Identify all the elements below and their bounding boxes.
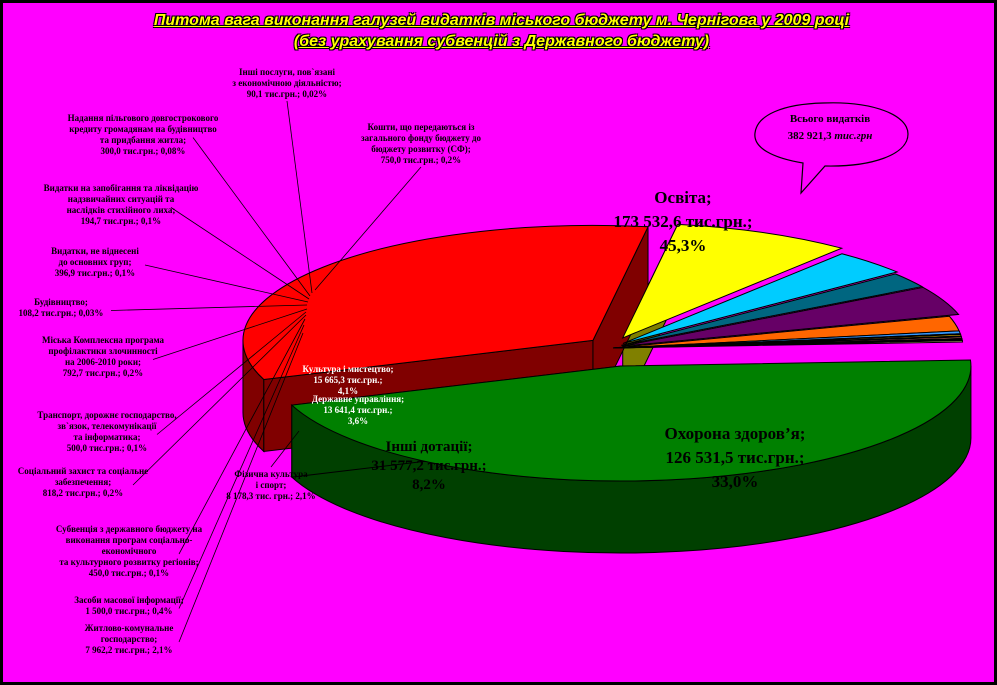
pie-chart: Освіта; 173 532,6 тис.грн.; 45,3% Охорона з… <box>18 67 972 655</box>
leader-line <box>192 137 311 297</box>
pie-slice <box>621 273 924 346</box>
slice-label-health: Охорона здоров’я; 126 531,5 тис.грн.; 33,0… <box>665 424 806 491</box>
slice-label-outside: Кошти, що передаються із загального фонду… <box>361 122 482 165</box>
pie-slice <box>622 286 960 347</box>
slice-label-outside: Засоби масової інформації; 1 500,0 тис.гр… <box>74 595 184 616</box>
slice-label-outside: Субвенція з державного бюджету на виконан… <box>56 524 203 578</box>
total-callout: Всього видатків 382 921,3 тис.грн <box>754 102 909 195</box>
slice-label-education: Освіта; 173 532,6 тис.грн.; 45,3% <box>613 188 752 255</box>
slice-label-other-grants: Інші дотації; 31 577,2 тис.грн.; 8,2% <box>371 439 486 493</box>
leader-line <box>156 311 307 435</box>
pie-slice <box>621 223 844 339</box>
chart-title: Питома вага виконання галузей видатків м… <box>153 12 850 29</box>
leader-line <box>286 100 313 294</box>
leader-line <box>170 207 310 300</box>
slice-label-outside: Фізична культура і спорт; 8 178,3 тис. грн… <box>226 469 315 501</box>
pie-slice <box>290 359 972 482</box>
pie-slice <box>242 224 649 381</box>
leader-line <box>314 166 422 291</box>
slice-label-outside: Соціальний захист та соціальне забезпечен… <box>18 466 148 498</box>
leader-line <box>178 318 306 555</box>
slice-label-culture: Культура і мистецтво; 15 665,3 тис.грн.; 4… <box>303 364 394 396</box>
total-unit: тис.грн <box>834 130 872 142</box>
total-value: 382 921,3 <box>788 130 833 142</box>
leader-line <box>110 304 308 311</box>
leader-line <box>178 324 305 609</box>
slice-label-state-admin: Державне управління; 13 641,4 тис.грн.; 3,… <box>312 394 404 426</box>
leader-line <box>132 314 307 486</box>
leader-line <box>178 332 304 643</box>
pie-slice <box>612 340 964 349</box>
slice-label-outside: Будівництво; 108,2 тис.грн.; 0,03% <box>19 297 104 318</box>
slice-label-outside: Інші послуги, пов`язані з економічною дія… <box>232 67 341 99</box>
leader-line <box>152 308 308 360</box>
pie-slice <box>622 253 899 344</box>
slice-label-outside: Житлово-комунальне господарство; 7 962,2 т… <box>85 623 174 655</box>
chart-subtitle: (без урахування субвенцій з Державного б… <box>293 33 710 50</box>
slice-label-outside: Надання пільгового довгострокового кредит… <box>68 113 219 156</box>
leader-line <box>144 264 309 303</box>
total-callout-value: 382 921,3 тис.грн <box>788 130 873 142</box>
slice-label-outside: Видатки на запобігання та ліквідацію надз… <box>44 183 199 226</box>
slice-label-outside: Транспорт, дорожнє господарство, зв`язок,… <box>37 410 176 453</box>
total-callout-label: Всього видатків <box>790 113 870 125</box>
slice-label-outside: Міська Комплексна програма профілактики з… <box>42 335 165 378</box>
leader-line <box>270 430 300 468</box>
total-callout-bubble <box>754 102 909 195</box>
slice-label-outside: Видатки, не віднесені до основних груп; 39… <box>51 246 139 278</box>
